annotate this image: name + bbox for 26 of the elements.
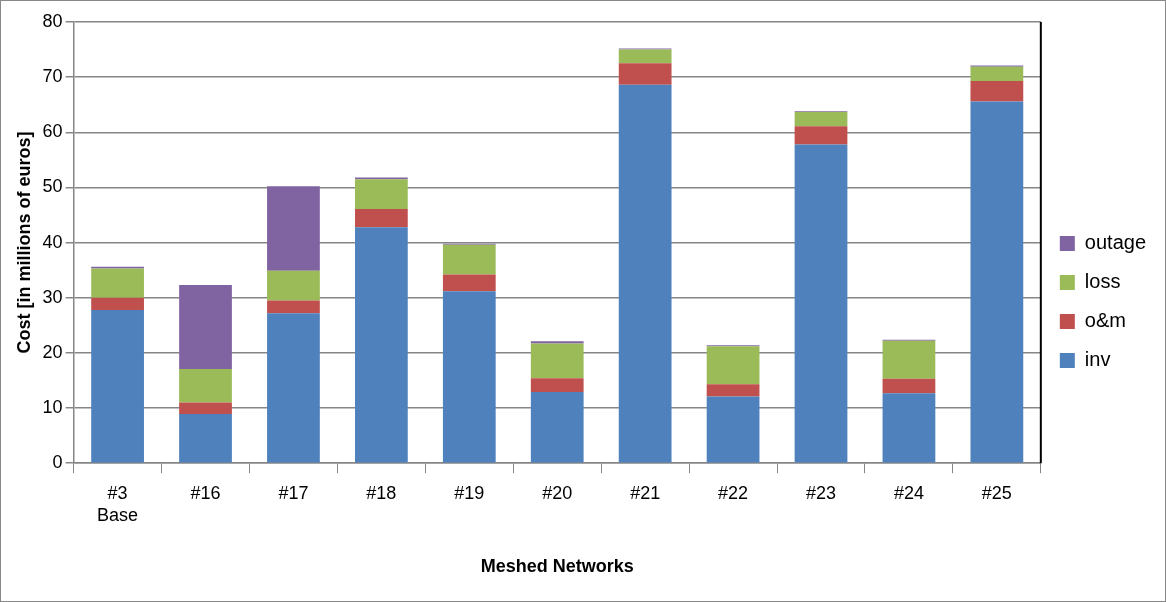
x-tick-label: #24 xyxy=(893,482,924,503)
x-tick-label: #20 xyxy=(542,482,573,503)
y-tick-label: 40 xyxy=(42,231,63,252)
x-tick-label: #21 xyxy=(630,482,661,503)
y-tick-label: 60 xyxy=(42,121,63,142)
y-tick-label: 80 xyxy=(42,10,63,31)
x-tick-label: #23 xyxy=(805,482,837,503)
y-tick-label: 30 xyxy=(42,286,63,307)
x-tick-label: #19 xyxy=(454,482,485,503)
x-axis-title: Meshed Networks xyxy=(480,556,634,577)
x-tick-label: #22 xyxy=(718,482,749,503)
y-tick-label: 70 xyxy=(42,66,63,87)
x-tick-label: #18 xyxy=(366,482,397,503)
x-tick-label: #3 Base xyxy=(97,482,139,525)
y-tick-label: 20 xyxy=(42,341,63,362)
legend-label: outage xyxy=(1084,231,1146,254)
legend-label: o&m xyxy=(1084,309,1126,332)
x-tick-label: #16 xyxy=(190,482,221,503)
legend-label: inv xyxy=(1084,348,1111,371)
x-tick-label: #25 xyxy=(981,482,1012,503)
legend-label: loss xyxy=(1084,270,1121,293)
y-tick-label: 0 xyxy=(52,452,63,473)
y-tick-label: 10 xyxy=(42,397,63,418)
x-tick-label: #17 xyxy=(278,482,309,503)
y-axis-title: Cost [in millions of euros] xyxy=(13,131,34,354)
y-tick-label: 50 xyxy=(42,176,63,197)
